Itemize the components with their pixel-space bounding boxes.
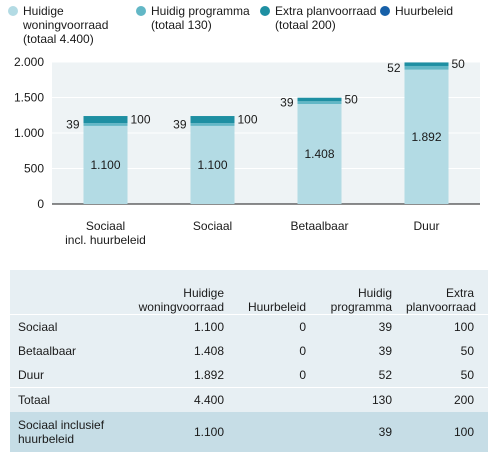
table-header-planvoorraad: Extra planvoorraad xyxy=(406,270,488,315)
x-category-label: Betaalbaar xyxy=(290,219,348,233)
cell-woningvoorraad: 1.408 xyxy=(193,344,224,358)
bar-data-label: 39 xyxy=(280,96,294,110)
cell-programma: 39 xyxy=(378,344,392,358)
x-category-label: Sociaal xyxy=(86,219,125,233)
legend-item-huidige-woningvoorraad: Huidige woningvoorraad (totaal 4.400) xyxy=(8,4,108,46)
data-table-panel: Huidige woningvoorraad Huurbeleid Huidig p… xyxy=(10,270,488,452)
legend-label-line: Huidige xyxy=(23,4,64,18)
cell-woningvoorraad: 1.892 xyxy=(193,368,224,382)
bar-segment xyxy=(190,125,235,204)
table-total-sociaal-row: Sociaal inclusief huurbeleid 1.100 39 100 xyxy=(10,412,488,452)
row-label: Sociaal xyxy=(18,320,58,334)
x-category-label: Duur xyxy=(413,219,439,233)
y-tick-label: 1.500 xyxy=(14,91,44,105)
chart-legend: Huidige woningvoorraad (totaal 4.400) Hu… xyxy=(8,4,491,48)
y-tick-label: 1.000 xyxy=(14,126,44,140)
cell-programma: 130 xyxy=(320,387,406,412)
x-category-label: Sociaal xyxy=(193,219,232,233)
cell-huurbeleid xyxy=(238,387,320,412)
bar-segment xyxy=(297,104,342,204)
cell-woningvoorraad: 1.100 xyxy=(193,320,224,334)
legend-item-huidig-programma: Huidig programma (totaal 130) xyxy=(136,4,250,32)
row-label: Betaalbaar xyxy=(18,344,77,358)
bar-segment xyxy=(297,101,342,105)
table-header-huurbeleid: Huurbeleid xyxy=(238,270,320,315)
bar-segment xyxy=(190,116,235,124)
legend-label-line: Extra planvoorraad xyxy=(275,4,377,18)
bar-data-label: 1.408 xyxy=(304,147,334,161)
cell-planvoorraad: 200 xyxy=(406,387,488,412)
bar-data-label: 50 xyxy=(452,57,466,71)
legend-swatch xyxy=(380,6,390,16)
legend-label-line: woningvoorraad xyxy=(23,18,109,32)
table-row: Duur 1.892 0 52 50 xyxy=(10,363,488,388)
bar-data-label: 39 xyxy=(173,118,187,132)
legend-label-line: (totaal 130) xyxy=(151,18,212,32)
table-header-woningvoorraad: Huidige woningvoorraad xyxy=(120,270,238,315)
bar-segment xyxy=(83,123,128,126)
bar-data-label: 100 xyxy=(238,113,258,127)
legend-item-extra-planvoorraad: Extra planvoorraad (totaal 200) xyxy=(260,4,376,32)
legend-swatch xyxy=(8,6,18,16)
table-header-empty xyxy=(10,270,120,315)
bar-data-label: 52 xyxy=(387,61,401,75)
bar-segment xyxy=(404,69,449,204)
y-tick-label: 0 xyxy=(37,197,44,211)
y-tick-label: 2.000 xyxy=(14,55,44,69)
cell-planvoorraad: 50 xyxy=(460,368,474,382)
table-header-programma: Huidig programma xyxy=(320,270,406,315)
bar-segment xyxy=(404,62,449,66)
data-table: Huidige woningvoorraad Huurbeleid Huidig p… xyxy=(10,270,488,452)
bar-data-label: 1.100 xyxy=(90,158,120,172)
cell-woningvoorraad: 1.100 xyxy=(120,412,238,452)
legend-label-line: (totaal 200) xyxy=(275,18,336,32)
bar-data-label: 1.892 xyxy=(411,130,441,144)
cell-woningvoorraad: 4.400 xyxy=(120,387,238,412)
bar-segment xyxy=(83,125,128,204)
cell-huurbeleid: 0 xyxy=(299,368,306,382)
row-label: Sociaal inclusief huurbeleid xyxy=(10,412,120,452)
bar-data-label: 39 xyxy=(66,118,80,132)
cell-planvoorraad: 100 xyxy=(453,320,474,334)
table-header-row: Huidige woningvoorraad Huurbeleid Huidig p… xyxy=(10,270,488,315)
bar-segment xyxy=(297,97,342,102)
bar-segment xyxy=(404,65,449,70)
cell-programma: 52 xyxy=(378,368,392,382)
legend-swatch xyxy=(260,6,270,16)
bar-data-label: 50 xyxy=(345,92,359,106)
cell-planvoorraad: 100 xyxy=(406,412,488,452)
bar-data-label: 1.100 xyxy=(197,158,227,172)
cell-huurbeleid xyxy=(238,412,320,452)
legend-item-huurbeleid: Huurbeleid xyxy=(380,4,453,18)
table-row: Betaalbaar 1.408 0 39 50 xyxy=(10,339,488,363)
cell-planvoorraad: 50 xyxy=(460,344,474,358)
legend-label-line: Huidig programma xyxy=(151,4,250,18)
cell-programma: 39 xyxy=(378,320,392,334)
bar-data-label: 100 xyxy=(131,113,151,127)
row-label: Duur xyxy=(18,368,45,382)
cell-huurbeleid: 0 xyxy=(299,320,306,334)
cell-programma: 39 xyxy=(320,412,406,452)
y-tick-label: 500 xyxy=(24,162,44,176)
cell-huurbeleid: 0 xyxy=(299,344,306,358)
table-total-row: Totaal 4.400 130 200 xyxy=(10,387,488,412)
legend-label-line: Huurbeleid xyxy=(395,4,454,18)
table-row: Sociaal 1.100 0 39 100 xyxy=(10,315,488,340)
bar-segment xyxy=(83,116,128,124)
legend-swatch xyxy=(136,6,146,16)
x-category-label: incl. huurbeleid xyxy=(65,233,146,247)
bar-segment xyxy=(190,123,235,126)
row-label: Totaal xyxy=(10,387,120,412)
legend-label-line: (totaal 4.400) xyxy=(23,32,94,46)
